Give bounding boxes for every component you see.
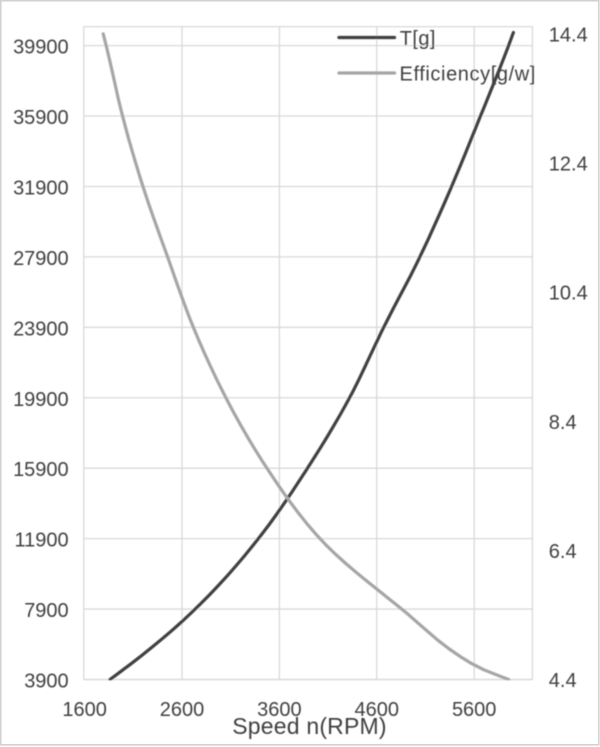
svg-text:T[g]: T[g] [400,28,436,50]
svg-text:14.4: 14.4 [549,25,588,47]
svg-text:8.4: 8.4 [549,412,577,434]
svg-text:10.4: 10.4 [549,283,588,305]
svg-text:15900: 15900 [13,459,69,481]
svg-text:4.4: 4.4 [549,670,577,692]
svg-text:5600: 5600 [452,699,497,721]
svg-text:3900: 3900 [24,671,69,693]
svg-text:31900: 31900 [13,178,69,200]
svg-text:2600: 2600 [160,699,205,721]
svg-text:35900: 35900 [13,107,69,129]
svg-text:23900: 23900 [13,318,69,340]
svg-text:19900: 19900 [13,389,69,411]
svg-text:1600: 1600 [62,699,107,721]
svg-text:Speed n(RPM): Speed n(RPM) [232,713,387,739]
svg-text:27900: 27900 [13,248,69,270]
svg-text:6.4: 6.4 [549,541,577,563]
svg-text:4600: 4600 [355,699,400,721]
svg-text:7900: 7900 [24,600,69,622]
svg-text:12.4: 12.4 [549,154,588,176]
svg-text:39900: 39900 [13,37,69,59]
svg-text:3600: 3600 [257,699,302,721]
svg-text:Efficiency[g/w]: Efficiency[g/w] [400,63,536,85]
svg-text:11900: 11900 [15,530,69,552]
